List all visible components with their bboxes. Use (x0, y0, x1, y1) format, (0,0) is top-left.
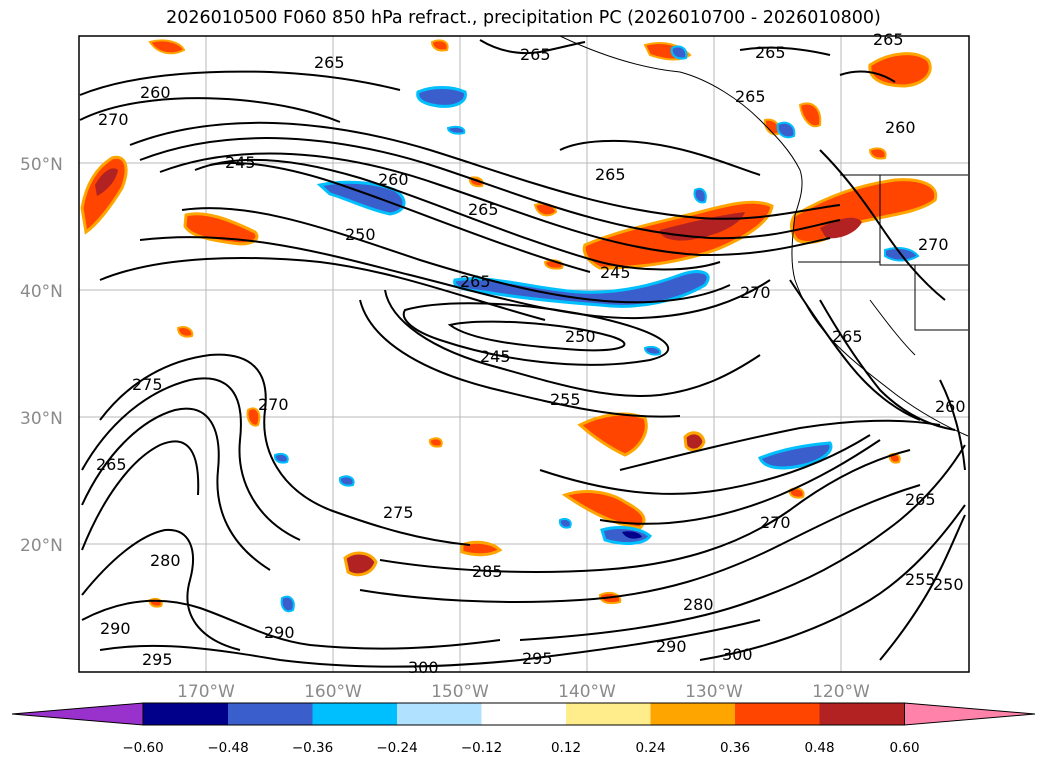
contour-labels: 260 270 265 265 265 265 265 265 260 245 … (96, 30, 966, 677)
colorbar-frame (142, 702, 905, 726)
contour-label: 290 (656, 637, 687, 656)
colorbar-tick: 0.36 (720, 740, 750, 756)
colorbar-tick: −0.24 (376, 740, 417, 756)
lon-label: 140°W (558, 682, 616, 702)
contour-label: 280 (150, 551, 181, 570)
colorbar-segment (735, 703, 820, 725)
map-frame (78, 35, 970, 673)
colorbar-tick: −0.36 (292, 740, 333, 756)
contour-label: 265 (595, 165, 626, 184)
contour-label: 245 (225, 153, 256, 172)
colorbar-segment (312, 703, 397, 725)
colorbar-tick: 0.24 (635, 740, 665, 756)
contour-label: 290 (264, 623, 295, 642)
colorbar-segment (650, 703, 735, 725)
contour-label: 275 (383, 503, 414, 522)
colorbar-segment (566, 703, 651, 725)
contour-label: 260 (885, 118, 916, 137)
contour-label: 300 (722, 645, 753, 664)
latitude-axis: 50°N 40°N 30°N 20°N (20, 155, 63, 556)
contour-label: 265 (520, 45, 551, 64)
contour-label: 265 (460, 272, 491, 291)
contour-label: 260 (140, 83, 171, 102)
contour-label: 275 (132, 375, 163, 394)
lon-label: 150°W (431, 682, 489, 702)
contour-label: 295 (522, 649, 553, 668)
contour-label: 270 (760, 513, 791, 532)
contour-label: 270 (98, 110, 129, 129)
lon-label: 170°W (177, 682, 235, 702)
contour-label: 295 (142, 650, 173, 669)
contour-label: 265 (314, 53, 345, 72)
contour-label: 245 (600, 263, 631, 282)
contour-label: 270 (918, 235, 949, 254)
colorbar-tick: −0.60 (122, 740, 163, 756)
contour-label: 265 (832, 327, 863, 346)
colorbar-tick: −0.48 (207, 740, 248, 756)
lat-label: 30°N (20, 409, 63, 429)
contour-label: 270 (740, 283, 771, 302)
contour-label: 285 (472, 562, 503, 581)
contour-label: 265 (755, 43, 786, 62)
colorbar-tick: 0.48 (804, 740, 834, 756)
contour-label: 260 (378, 170, 409, 189)
contour-label: 265 (96, 455, 127, 474)
colorbar-tick: 0.60 (889, 740, 919, 756)
coastlines (559, 36, 969, 437)
contour-label: 255 (550, 390, 581, 409)
lat-label: 50°N (20, 155, 63, 175)
contour-label: 250 (345, 225, 376, 244)
colorbar-tick: 0.12 (551, 740, 581, 756)
map-background (79, 36, 969, 672)
colorbar-left-extension (11, 702, 144, 726)
contour-label: 265 (905, 490, 936, 509)
contour-label: 250 (565, 327, 596, 346)
precip-negative-areas (273, 45, 920, 613)
colorbar: −0.60 −0.48 −0.36 −0.24 −0.12 0.12 0.24 … (11, 702, 1036, 756)
colorbar-segment (819, 703, 905, 725)
colorbar-segment (228, 703, 313, 725)
refractivity-contours (79, 39, 966, 668)
longitude-axis: 170°W 160°W 150°W 140°W 130°W 120°W (177, 682, 870, 702)
colorbar-segment (481, 703, 566, 725)
contour-label: 280 (683, 595, 714, 614)
contour-label: 250 (933, 575, 964, 594)
colorbar-segment (397, 703, 482, 725)
lat-label: 20°N (20, 536, 63, 556)
contour-label: 300 (408, 658, 439, 677)
contour-label: 290 (100, 619, 131, 638)
contour-label: 265 (735, 87, 766, 106)
contour-label: 260 (935, 397, 966, 416)
colorbar-right-extension (904, 702, 1036, 726)
contour-label: 270 (258, 395, 289, 414)
contour-label: 245 (480, 347, 511, 366)
contour-label: 265 (468, 200, 499, 219)
chart-title: 2026010500 F060 850 hPa refract., precip… (166, 8, 881, 28)
colorbar-segment (143, 703, 228, 725)
lon-label: 120°W (812, 682, 870, 702)
contour-label: 255 (905, 570, 936, 589)
lon-label: 130°W (685, 682, 743, 702)
colorbar-tick: −0.12 (461, 740, 502, 756)
lon-label: 160°W (304, 682, 362, 702)
contour-label: 265 (873, 30, 904, 49)
lat-label: 40°N (20, 282, 63, 302)
